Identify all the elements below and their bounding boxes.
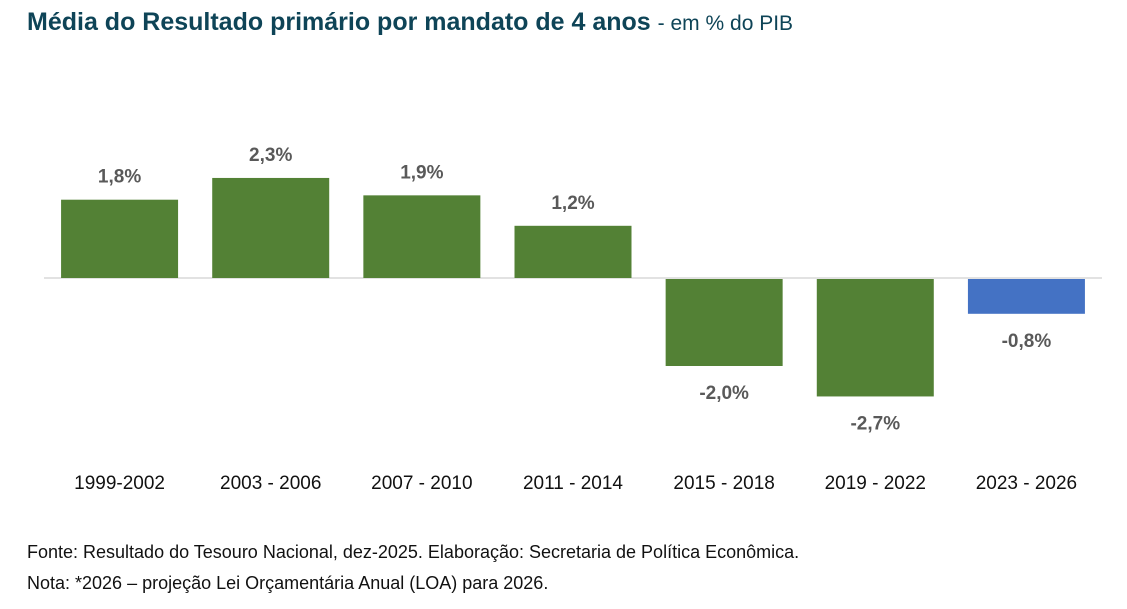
x-tick-label: 2015 - 2018 — [673, 473, 774, 494]
data-label: 1,9% — [400, 162, 443, 183]
data-label: -2,0% — [699, 383, 749, 404]
bar-2007-2010 — [363, 195, 481, 278]
data-label: -2,7% — [850, 413, 900, 434]
chart-title: Média do Resultado primário por mandato … — [27, 8, 793, 37]
bar-2011-2014 — [514, 225, 632, 278]
source-note: Fonte: Resultado do Tesouro Nacional, de… — [27, 542, 800, 562]
footnote: Nota: *2026 – projeção Lei Orçamentária … — [27, 573, 549, 593]
bar-2003-2006 — [212, 177, 330, 278]
chart-subtitle: - em % do PIB — [657, 12, 794, 35]
x-tick-label: 2019 - 2022 — [825, 473, 926, 494]
data-label: 1,8% — [98, 167, 141, 188]
data-label: 1,2% — [551, 193, 594, 214]
data-label: 2,3% — [249, 145, 292, 166]
bar-2023-2026 — [967, 279, 1085, 314]
chart-title-main: Média do Resultado primário por mandato … — [27, 8, 651, 36]
bar-2019-2022 — [816, 279, 934, 397]
x-tick-label: 2023 - 2026 — [976, 473, 1077, 494]
x-tick-label: 2003 - 2006 — [220, 473, 321, 494]
bar-1999-2002 — [61, 199, 179, 278]
x-tick-label: 2007 - 2010 — [371, 473, 472, 494]
x-tick-label: 2011 - 2014 — [523, 473, 623, 494]
bar-2015-2018 — [665, 279, 783, 366]
bar-chart: 1,8% 1999-2002 2,3% 2003 - 2006 1,9% 2007 - 2… — [44, 145, 1102, 494]
x-tick-label: 1999-2002 — [74, 473, 165, 494]
data-label: -0,8% — [1002, 331, 1052, 352]
